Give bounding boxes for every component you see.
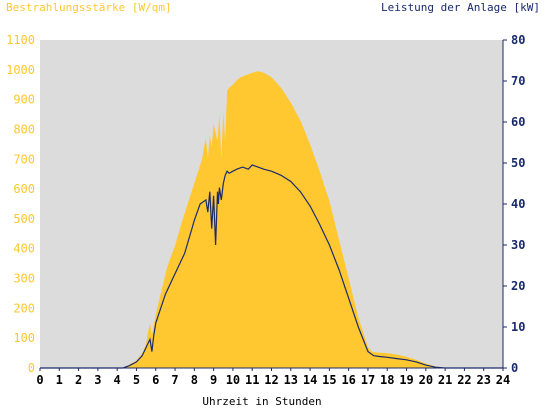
y-right-tick-label: 30 [511,238,525,252]
y-left-tick-label: 300 [13,272,35,286]
x-tick-label: 16 [341,373,355,387]
left-axis-title: Bestrahlungsstärke [W/qm] [6,1,172,14]
x-tick-label: 13 [284,373,298,387]
y-right-tick-label: 80 [511,33,525,47]
x-tick-label: 10 [226,373,240,387]
x-tick-label: 24 [496,373,510,387]
y-left-tick-label: 600 [13,182,35,196]
y-left-tick-label: 800 [13,122,35,136]
y-left-tick-label: 500 [13,212,35,226]
y-left-tick-label: 900 [13,93,35,107]
series-layer [40,71,503,369]
x-tick-label: 22 [457,373,471,387]
x-tick-label: 19 [399,373,413,387]
y-left-tick-label: 700 [13,152,35,166]
x-tick-label: 20 [419,373,433,387]
y-left-tick-label: 400 [13,242,35,256]
x-tick-label: 7 [171,373,178,387]
y-right-tick-label: 70 [511,74,525,88]
y-right-tick-label: 10 [511,320,525,334]
y-right-tick-label: 40 [511,197,525,211]
x-tick-label: 14 [303,373,317,387]
y-right-tick-label: 0 [511,361,518,375]
x-tick-label: 12 [264,373,278,387]
axes-layer: 0 1 2 3 4 5 6 7 8 9 10 11 12 13 14 15 16 17 18 19 20 21 22 23 24… [6,33,525,387]
x-tick-label: 21 [438,373,452,387]
x-tick-label: 2 [75,373,82,387]
x-tick-label: 9 [210,373,217,387]
right-axis-title: Leistung der Anlage [kW] [381,1,540,14]
x-tick-label: 3 [94,373,101,387]
y-left-tick-label: 0 [28,361,35,375]
y-left-tick-label: 1000 [6,63,35,77]
x-tick-label: 1 [56,373,63,387]
x-tick-label: 6 [152,373,159,387]
y-left-tick-label: 100 [13,331,35,345]
power-line [40,164,503,369]
x-axis-title: Uhrzeit in Stunden [202,395,321,408]
y-right-tick-label: 60 [511,115,525,129]
x-tick-label: 23 [476,373,490,387]
irradiance-area [40,71,503,369]
x-tick-label: 11 [245,373,259,387]
x-tick-label: 18 [380,373,394,387]
y-left-tick-label: 1100 [6,33,35,47]
x-tick-label: 5 [133,373,140,387]
x-tick-label: 8 [191,373,198,387]
x-tick-label: 0 [36,373,43,387]
y-right-tick-label: 20 [511,279,525,293]
x-tick-label: 17 [361,373,375,387]
x-tick-label: 4 [114,373,121,387]
y-right-tick-label: 50 [511,156,525,170]
x-tick-label: 15 [322,373,336,387]
y-left-tick-label: 200 [13,301,35,315]
